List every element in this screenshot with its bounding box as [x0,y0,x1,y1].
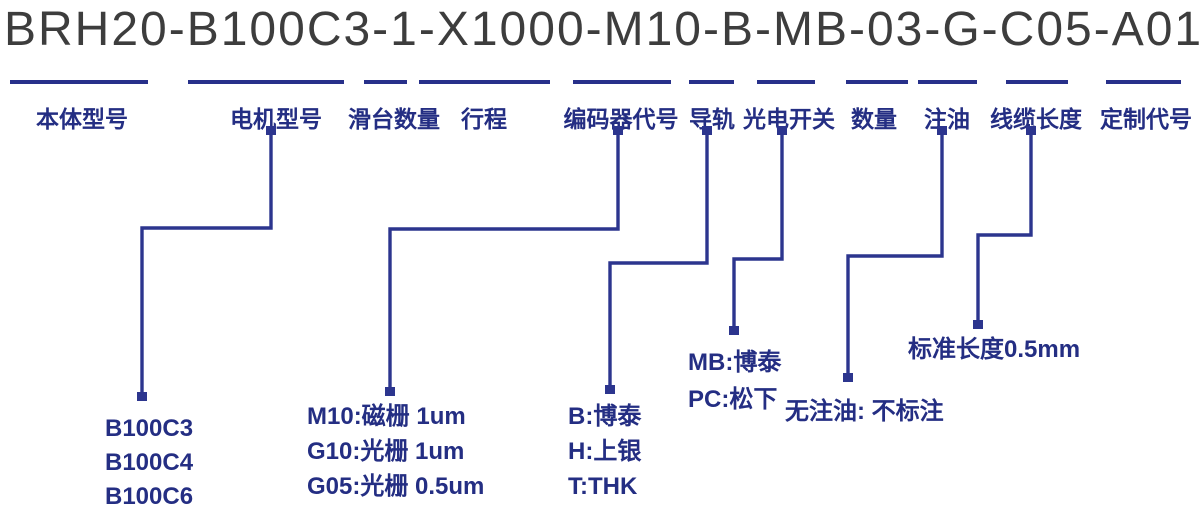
underline-custom-code [1106,80,1181,84]
connector-cable-length [976,131,1033,322]
segment-label-quantity: 数量 [851,106,897,132]
underline-body-model [10,80,148,84]
guide-rail-option: H:上银 [568,438,642,465]
connector-end-cable-length [973,320,983,329]
cable-length-note-line: 标准长度0.5mm [908,336,1081,363]
model-code-text: BRH20-B100C3-1-X1000-M10-B-MB-03-G-C05-A… [4,3,1200,56]
connector-start-encoder-code [613,126,623,135]
encoder-option: G10:光栅 1um [307,438,465,465]
connector-end-oil-injection [843,373,853,382]
guide-rail-option: B:博泰 [568,403,642,430]
segment-label-stroke: 行程 [461,106,507,132]
connector-end-motor-model [137,392,147,401]
connector-end-photo-switch [729,326,739,335]
motor-model-option: B100C6 [105,483,194,507]
motor-model-option: B100C4 [105,449,194,476]
segment-label-photo-switch: 光电开关 [743,106,835,132]
oil-injection-note: 无注油: 不标注 [785,394,944,429]
connector-guide-rail [608,131,709,386]
motor-model-options: B100C3 B100C4 B100C6 [105,412,193,507]
underline-quantity [846,80,908,84]
connector-photo-switch [732,131,784,328]
photo-switch-option: MB:博泰 [688,349,782,376]
encoder-option: M10:磁栅 1um [307,403,466,430]
connector-start-cable-length [1026,126,1036,135]
oil-injection-note-line: 无注油: 不标注 [785,398,944,425]
underline-oil-injection [918,80,977,84]
connector-motor-model [140,131,273,394]
guide-rail-option: T:THK [568,473,638,500]
underline-encoder-code [573,80,671,84]
motor-model-option: B100C3 [105,415,194,442]
underline-guide-rail [689,80,734,84]
underline-motor-model [188,80,344,84]
connector-start-guide-rail [702,126,712,135]
connector-start-motor-model [266,126,276,135]
photo-switch-options: MB:博泰 PC:松下 [688,344,781,418]
connector-end-encoder-code [385,387,395,396]
underline-photo-switch [757,80,815,84]
underline-slider-count [364,80,407,84]
segment-label-slider-count: 滑台数量 [348,106,440,132]
connector-end-guide-rail [605,385,615,394]
segment-label-body-model: 本体型号 [36,106,128,132]
connector-start-oil-injection [937,126,947,135]
segment-label-custom-code: 定制代号 [1100,106,1192,132]
guide-rail-options: B:博泰 H:上银 T:THK [568,399,641,504]
underline-cable-length [1006,80,1068,84]
connector-oil-injection [846,131,944,375]
connector-encoder-code [388,131,620,388]
photo-switch-option: PC:松下 [688,386,778,413]
encoder-option: G05:光栅 0.5um [307,473,485,500]
encoder-options: M10:磁栅 1um G10:光栅 1um G05:光栅 0.5um [307,399,484,504]
connector-start-photo-switch [777,126,787,135]
cable-length-note: 标准长度0.5mm [908,332,1080,367]
underline-stroke [419,80,550,84]
